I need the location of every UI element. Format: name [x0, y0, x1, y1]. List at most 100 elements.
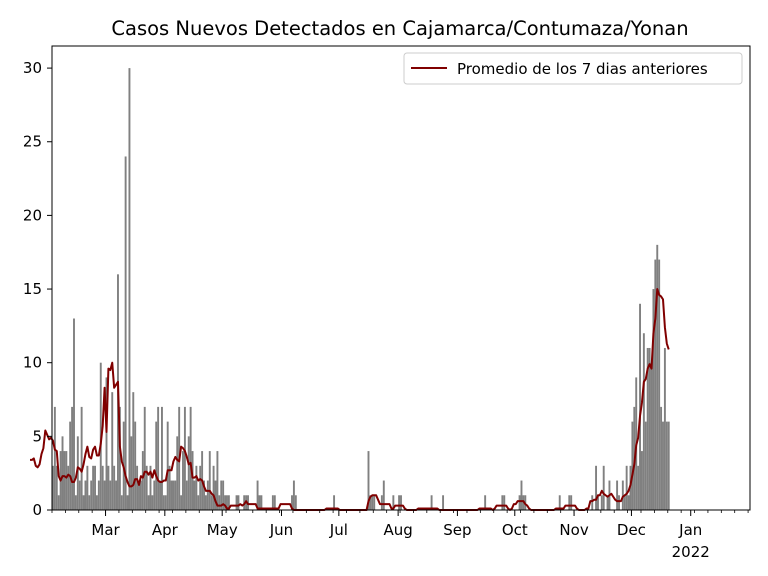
bar: [218, 495, 221, 510]
bar: [654, 259, 657, 510]
x-tick-label: Dec: [617, 521, 646, 539]
bar: [226, 495, 228, 510]
bar: [623, 495, 626, 510]
y-tick-label: 25: [23, 133, 42, 151]
bar: [162, 495, 165, 510]
bar: [170, 480, 173, 510]
bar: [597, 495, 599, 510]
y-tick-label: 5: [32, 427, 42, 445]
bars: [52, 68, 670, 510]
bar: [642, 333, 645, 510]
bar: [164, 495, 167, 510]
bar: [656, 244, 659, 510]
bar: [74, 495, 77, 510]
x-tick-label: May: [207, 521, 238, 539]
plot-frame: [51, 45, 751, 511]
bar: [151, 495, 154, 510]
bar: [398, 495, 401, 510]
x-tick-label: Jun: [269, 521, 293, 539]
bar: [134, 421, 137, 510]
bar: [224, 495, 227, 510]
bar: [182, 451, 184, 510]
bar: [143, 406, 146, 510]
bar: [113, 465, 116, 510]
legend-label: Promedio de los 7 dias anteriores: [457, 60, 708, 78]
bar: [606, 495, 609, 510]
bar: [57, 495, 60, 510]
x-tick-label: Jan: [678, 521, 702, 539]
bar: [61, 436, 64, 510]
bar: [373, 495, 376, 510]
bar: [139, 480, 142, 510]
bar: [86, 465, 89, 510]
bar: [237, 495, 240, 510]
bar: [128, 68, 131, 510]
bar: [126, 495, 129, 510]
x-tick-label: Oct: [502, 521, 528, 539]
bar: [101, 465, 104, 510]
bar: [176, 436, 179, 510]
bar: [90, 480, 93, 510]
bar: [82, 495, 85, 510]
bar: [621, 480, 624, 510]
bar: [503, 495, 506, 510]
bar: [273, 495, 276, 510]
bar: [92, 465, 95, 510]
bar: [644, 421, 647, 510]
bar: [166, 421, 169, 510]
bar: [189, 406, 192, 510]
bar: [118, 406, 121, 510]
bar: [400, 495, 402, 510]
bar: [520, 480, 523, 510]
bar: [442, 495, 445, 510]
bar: [639, 303, 641, 510]
bar: [69, 421, 72, 510]
bar: [183, 406, 186, 510]
bar: [141, 451, 144, 510]
bar: [195, 465, 198, 510]
bar: [65, 451, 68, 510]
legend-box: [403, 52, 743, 85]
bar: [637, 465, 640, 510]
bar: [646, 347, 649, 510]
x-tick-year-label: 2022: [672, 543, 710, 561]
bar: [73, 318, 75, 510]
bar: [570, 495, 573, 510]
bar: [650, 362, 653, 510]
bar: [392, 495, 395, 510]
bar: [80, 406, 83, 510]
bar: [94, 465, 96, 510]
bar: [67, 465, 70, 510]
bar: [136, 465, 139, 510]
y-tick-label: 15: [23, 280, 42, 298]
y-tick-label: 10: [23, 354, 42, 372]
legend: Promedio de los 7 dias anteriores: [403, 52, 743, 85]
bar: [191, 451, 194, 510]
bar: [210, 495, 213, 510]
chart-title: Casos Nuevos Detectados en Cajamarca/Con…: [111, 17, 688, 40]
bar: [648, 347, 651, 510]
bar: [501, 495, 504, 510]
bar: [107, 465, 110, 510]
bar: [369, 495, 372, 510]
bar: [333, 495, 336, 510]
bar: [235, 495, 238, 510]
bar: [149, 465, 152, 510]
bar: [227, 495, 230, 510]
x-tick-label: Sep: [443, 521, 471, 539]
bar: [214, 480, 217, 510]
bar: [367, 451, 370, 510]
bar: [203, 480, 205, 510]
bar: [109, 480, 112, 510]
bar: [371, 495, 374, 510]
bar: [658, 259, 661, 510]
x-tick-label: Aug: [383, 521, 412, 539]
bar: [138, 480, 140, 510]
bar: [52, 465, 54, 510]
bar: [145, 465, 148, 510]
y-tick-label: 0: [32, 501, 42, 519]
bar: [640, 451, 643, 510]
bar: [600, 495, 603, 510]
bar: [294, 495, 297, 510]
bar: [558, 495, 561, 510]
